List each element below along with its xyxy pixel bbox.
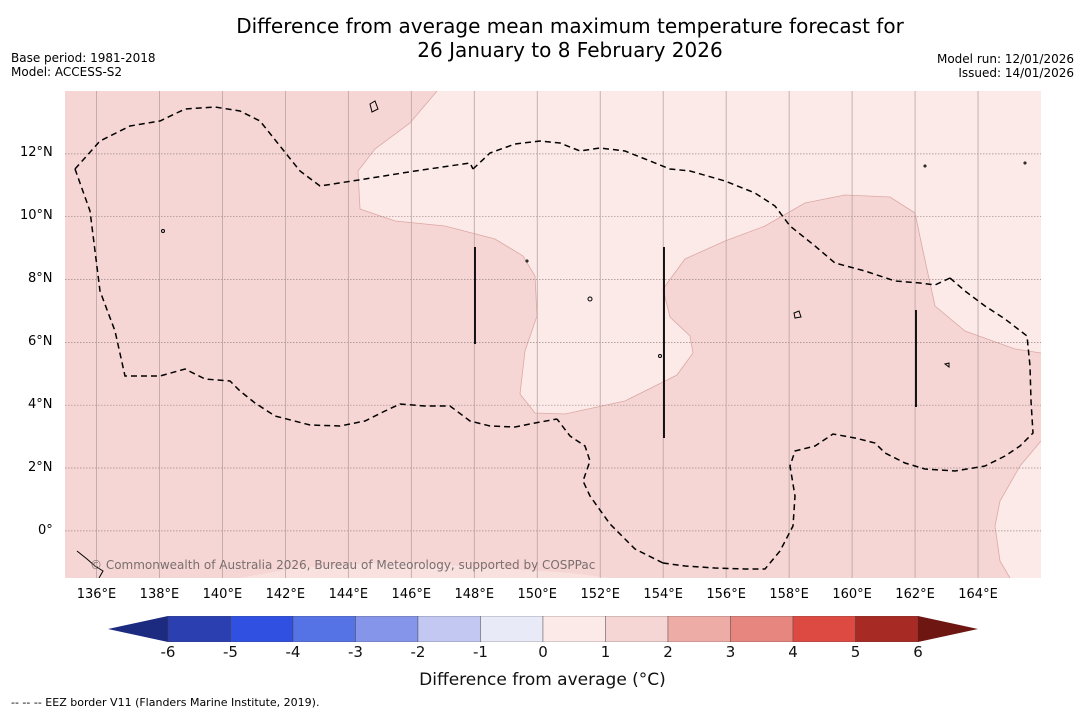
- colorbar-tick-label: 1: [600, 643, 611, 661]
- colorbar-tick-label: -5: [223, 643, 238, 661]
- lat-label-6n: 6°N: [28, 334, 53, 349]
- colorbar-tick-label: -3: [348, 643, 363, 661]
- model-run: Model run: 12/01/2026: [936, 52, 1074, 66]
- meta-right: Model run: 12/01/2026 Issued: 14/01/2026: [937, 52, 1074, 80]
- contour-line-southeast: [994, 440, 1041, 578]
- island-southeast: [943, 362, 950, 368]
- islet-6: [1023, 161, 1027, 165]
- map-attribution: © Commonwealth of Australia 2026, Bureau…: [90, 558, 596, 572]
- eez-border-central: [472, 140, 951, 286]
- title-line-1: Difference from average mean maximum tem…: [236, 14, 904, 38]
- island-southwest: [76, 550, 104, 578]
- lat-label-10n: 10°N: [20, 208, 53, 223]
- issued-date: Issued: 14/01/2026: [958, 66, 1074, 80]
- lat-label-0: 0°: [38, 523, 53, 538]
- base-period: Base period: 1981-2018: [11, 51, 156, 65]
- eez-border-south: [556, 418, 664, 564]
- colorbar-bin: [792, 616, 856, 642]
- colorbar-bin: [417, 616, 481, 642]
- meta-left: Base period: 1981-2018 Model: ACCESS-S2: [11, 51, 156, 79]
- lat-label-12n: 12°N: [20, 145, 53, 160]
- island-east: [793, 310, 802, 319]
- colorbar-bin: [605, 616, 669, 642]
- anomaly-field-0-1-north: [358, 91, 1041, 414]
- lon-label: 146°E: [391, 587, 432, 602]
- islet-3: [658, 354, 662, 358]
- anomaly-field-0-1-southeast: [995, 441, 1041, 578]
- colorbar-bin: [730, 616, 794, 642]
- lon-label: 156°E: [706, 587, 746, 602]
- model-name: Model: ACCESS-S2: [11, 65, 123, 79]
- islands: [76, 100, 1027, 578]
- lon-label: 152°E: [580, 587, 620, 602]
- colorbar-tick-label: 3: [725, 643, 736, 661]
- lon-label: 140°E: [202, 587, 243, 602]
- colorbar-bin: [230, 616, 294, 642]
- lon-label: 164°E: [958, 587, 998, 602]
- colorbar-tick-label: 6: [913, 643, 923, 661]
- islet-2: [587, 296, 593, 302]
- islet-5: [923, 164, 927, 168]
- eez-border-west: [74, 106, 474, 187]
- eez-border-west-2: [74, 168, 558, 428]
- lon-label: 160°E: [832, 587, 872, 602]
- lon-label: 162°E: [895, 587, 935, 602]
- colorbar-extend-low: [108, 616, 168, 642]
- colorbar-tick-label: -1: [473, 643, 488, 661]
- lon-label: 150°E: [517, 587, 558, 602]
- colorbar-bin: [855, 616, 919, 642]
- map-panel[interactable]: © Commonwealth of Australia 2026, Bureau…: [65, 91, 1041, 578]
- lon-label: 138°E: [139, 587, 180, 602]
- colorbar-tick-label: 2: [663, 643, 673, 661]
- island-north: [369, 100, 379, 113]
- lat-label-8n: 8°N: [28, 271, 53, 286]
- colorbar-bin: [480, 616, 544, 642]
- colorbar-label: Difference from average (°C): [419, 670, 666, 690]
- lon-label: 144°E: [328, 587, 369, 602]
- colorbar-tick-label: 0: [538, 643, 548, 661]
- colorbar-extend-high: [918, 616, 978, 642]
- anomaly-field-0-1-south: [240, 562, 610, 578]
- gridlines: [65, 91, 1041, 578]
- islet-4: [525, 259, 529, 263]
- colorbar-bin: [542, 616, 606, 642]
- colorbar-bin: [292, 616, 356, 642]
- lon-label: 142°E: [265, 587, 306, 602]
- colorbar-tick-label: -2: [410, 643, 426, 661]
- map-title: Difference from average mean maximum tem…: [0, 14, 1085, 62]
- lon-label: 154°E: [643, 587, 683, 602]
- colorbar-tick-label: -4: [285, 643, 301, 661]
- colorbar-bin: [355, 616, 419, 642]
- lon-label: 148°E: [454, 587, 495, 602]
- eez-borders: [74, 106, 1034, 570]
- lat-label-2n: 2°N: [28, 460, 53, 475]
- eez-footnote: -- -- -- EEZ border V11 (Flanders Marine…: [11, 696, 320, 709]
- colorbar: [108, 616, 978, 642]
- lat-label-4n: 4°N: [28, 397, 53, 412]
- islet-1: [161, 229, 165, 233]
- colorbar-bin: [167, 616, 231, 642]
- colorbar-bin: [667, 616, 731, 642]
- colorbar-tick-label: 4: [788, 643, 798, 661]
- map-svg: [65, 91, 1041, 578]
- colorbar-tick-label: 5: [850, 643, 861, 661]
- title-line-2: 26 January to 8 February 2026: [417, 38, 723, 62]
- lon-label: 136°E: [76, 587, 117, 602]
- meridian-segments: [474, 247, 917, 438]
- colorbar-tick-label: -6: [160, 643, 176, 661]
- lon-label: 158°E: [769, 587, 809, 602]
